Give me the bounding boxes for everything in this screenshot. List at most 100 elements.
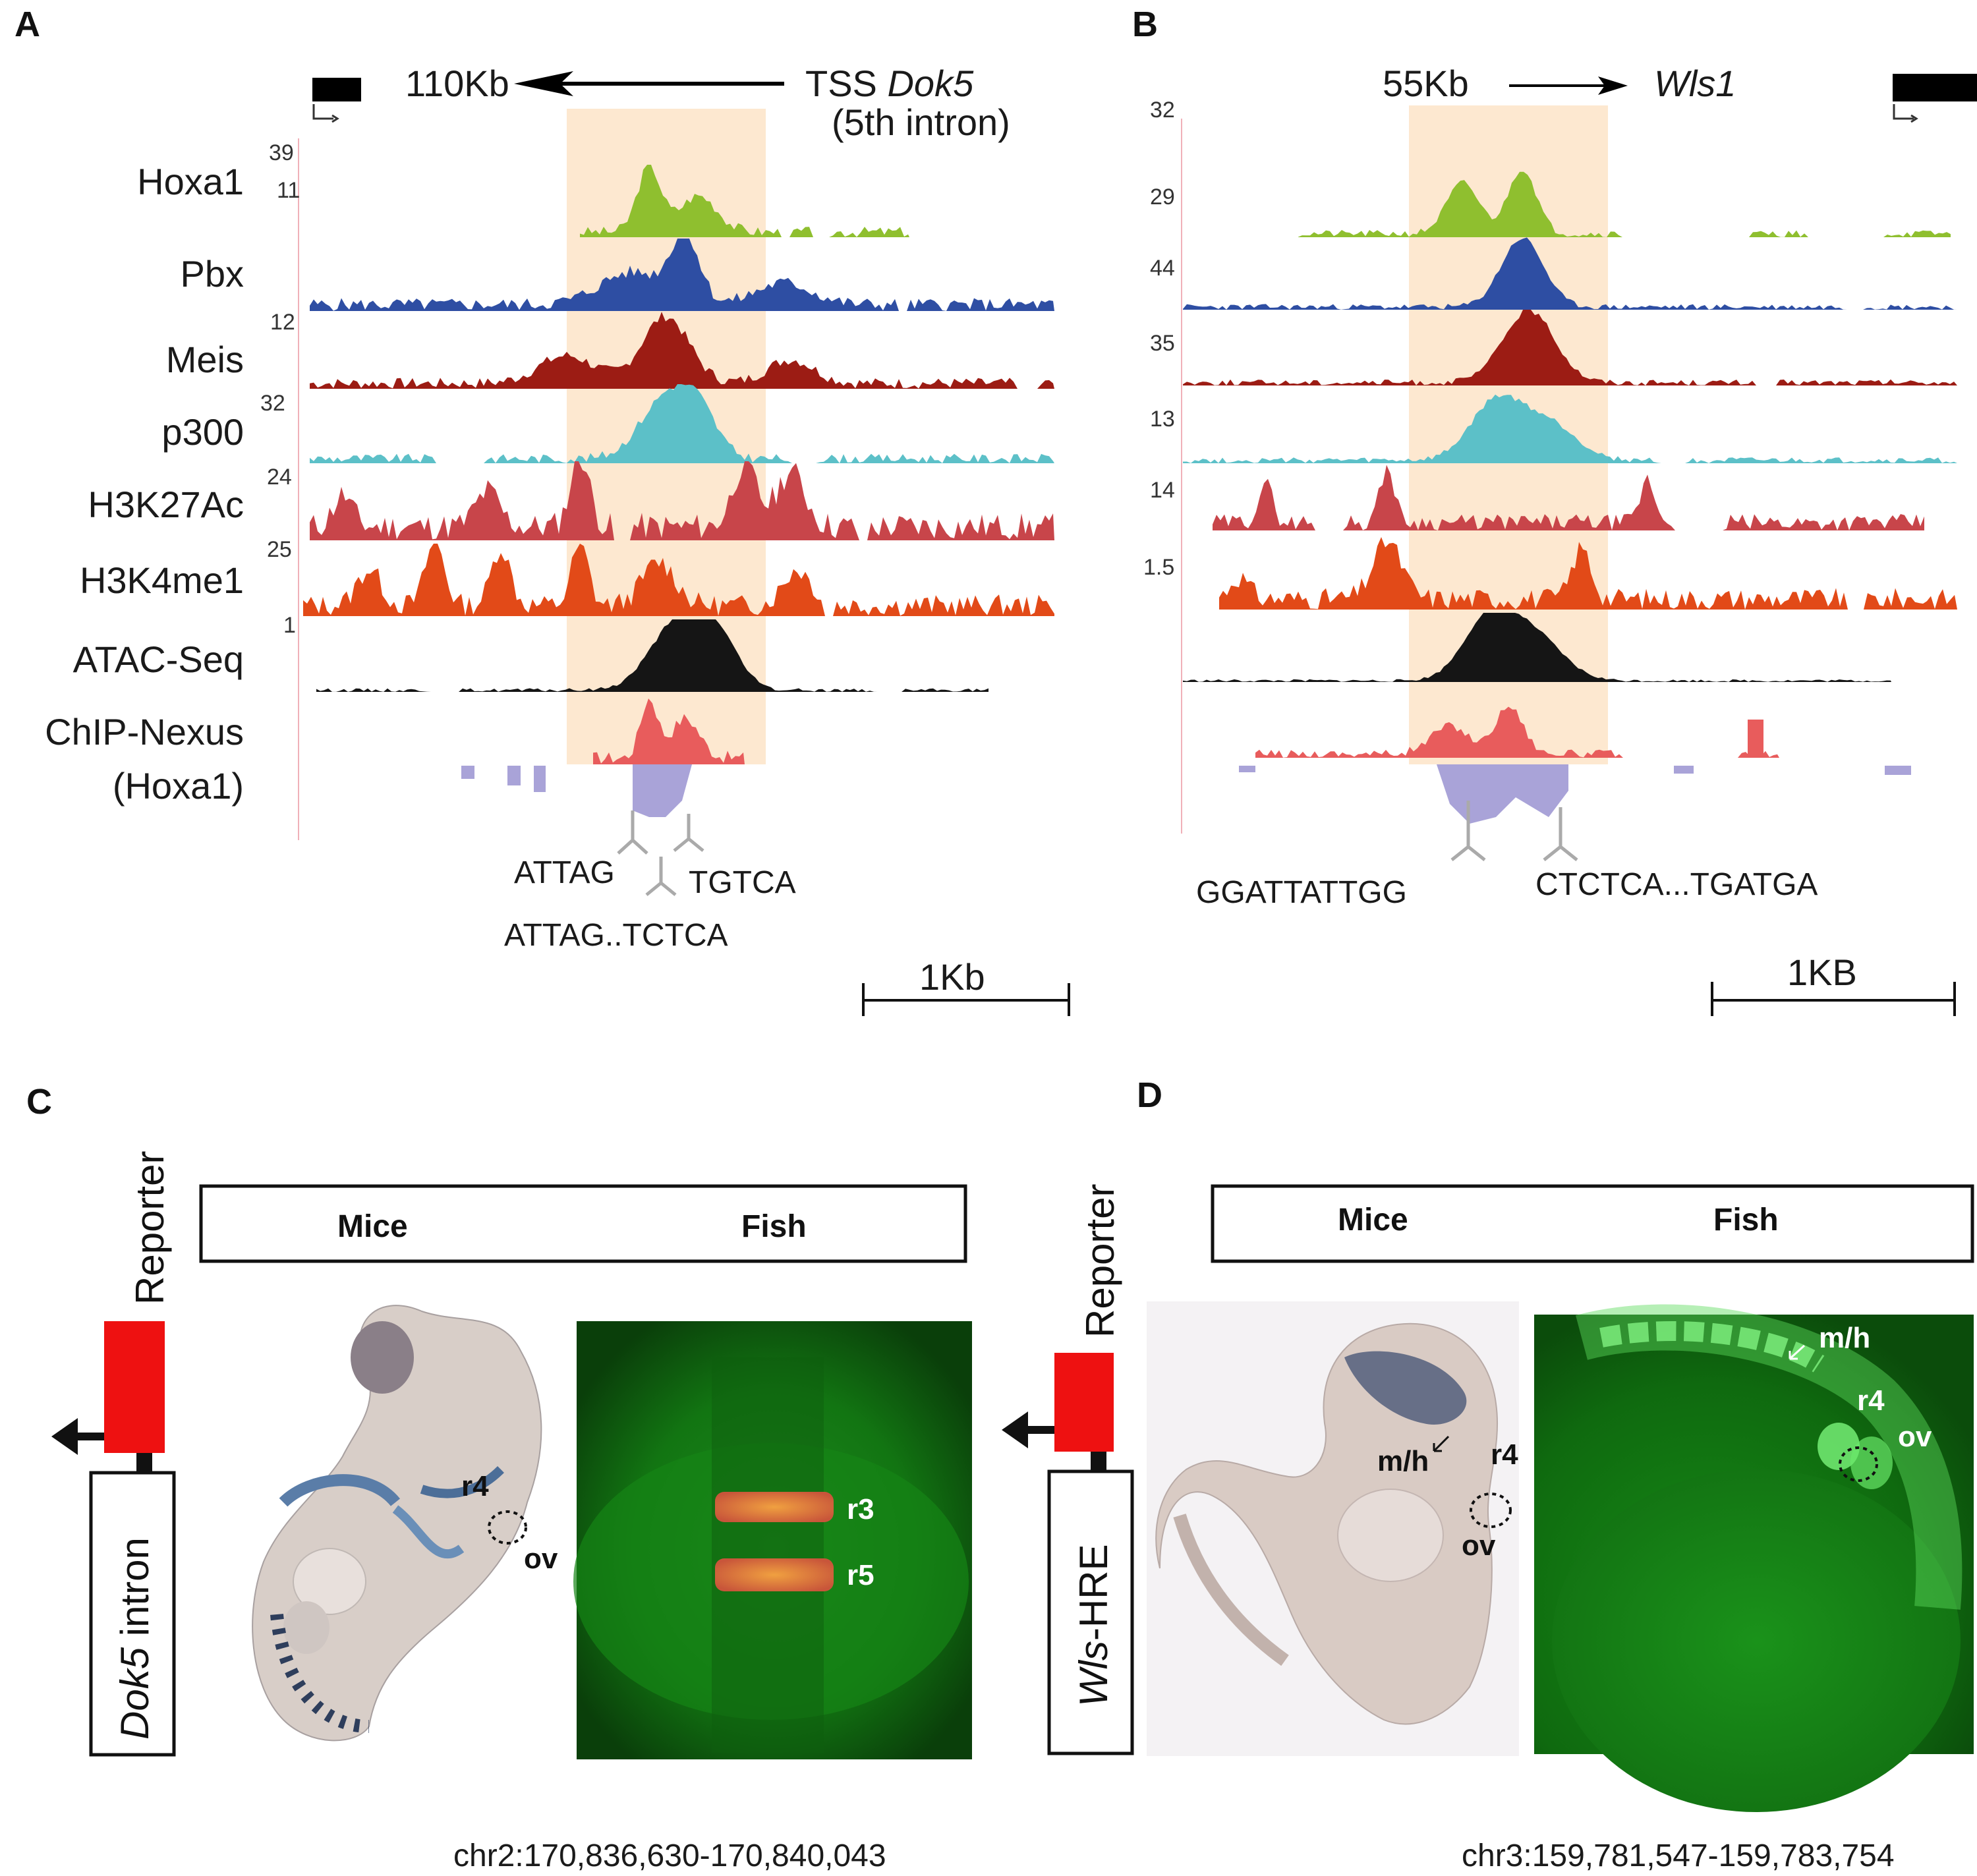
header-d-mice: Mice [1338,1203,1408,1237]
label-ov-mouse: ov [1462,1529,1496,1562]
construct-label-c: Dok5 intron [113,1537,157,1740]
track-label-pbx: Pbx [181,253,244,295]
panel-letter-d: D [1137,1075,1162,1115]
mouse-embryo-c: r4 ov [252,1305,558,1742]
ov-circle-c [488,1510,527,1545]
scale-b-1: 29 [1150,185,1175,210]
scale-p300: 32 [260,391,285,416]
label-mh-fish: m/h [1819,1322,1870,1354]
label-ov-fish: ov [1898,1421,1932,1453]
track-a-h3k27ac [310,461,1054,540]
panel-letter-a: A [14,5,40,44]
panel-a: A 110Kb TSS Dok5 (5th intron) Hoxa1 Pbx … [14,5,1070,1016]
track-a-hoxa1 [580,165,909,237]
ov-circle-fish [1839,1446,1878,1482]
scale-bar-a-label: 1Kb [919,956,985,998]
label-ov-c: ov [524,1543,558,1575]
tss-arrow-icon-b [1893,104,1914,120]
panel-b-gene: Wls1 [1654,63,1736,104]
scale-b-2: 44 [1150,256,1175,281]
tracks-b [1183,171,1957,824]
stripe-r3 [715,1492,834,1522]
motif-markers-a [617,810,704,896]
track-b-p300 [1183,394,1957,463]
motif-a-3: ATTAG..TCTCA [504,918,728,953]
track-b-nexus-negative [1239,764,1911,824]
tss-arrow-icon [312,104,333,120]
fish-image-c: r3 r5 [573,1321,972,1759]
track-b-atac [1183,613,1891,682]
scale-b-0: 32 [1150,98,1175,123]
track-b-h3k27ac [1213,465,1924,530]
track-label-h3k27ac: H3K27Ac [88,484,244,525]
scale-atac: 1 [283,613,296,638]
panel-a-tss: TSS Dok5 [805,63,974,104]
track-b-hoxa1 [1298,171,1951,237]
label-r4-fish: r4 [1857,1384,1885,1417]
panel-b: B 55Kb Wls1 32 29 44 35 13 14 1.5 GGATTA… [1132,5,1977,1016]
gene-block-icon-b [1893,74,1977,101]
construct-box-c [89,1471,176,1757]
panel-a-distance: 110Kb [405,63,509,104]
scale-bar-b-label: 1KB [1787,952,1857,993]
header-box-c [199,1184,967,1263]
track-b-nexus-spike [1748,720,1763,758]
panel-letter-b: B [1132,5,1158,44]
reporter-label-d: Reporter [1078,1184,1122,1338]
track-label-p300: p300 [161,411,244,453]
reporter-box-d [1054,1353,1114,1452]
motif-b-2: CTCTCA...TGATGA [1535,867,1818,902]
track-label-chip-nexus: ChIP-Nexus [45,711,244,753]
label-r5: r5 [847,1559,874,1591]
track-a-nexus-negative [461,764,692,817]
fish-image-d: m/h r4 ov [1534,1304,1974,1812]
arrow-icon-mh-mouse [1433,1435,1450,1452]
stripe-r5 [715,1558,834,1591]
track-a-p300 [310,384,1054,463]
ov-circle-d [1470,1492,1512,1528]
track-label-hoxa1: Hoxa1 [137,161,244,202]
track-label-nexus-sub: (Hoxa1) [113,765,244,807]
scale-b-3: 35 [1150,331,1175,356]
track-a-h3k4me1 [303,544,1054,616]
tracks-a [303,165,1054,817]
header-d-fish: Fish [1713,1203,1779,1237]
panel-letter-c: C [26,1082,52,1122]
gene-block-icon [312,78,361,101]
panel-b-distance: 55Kb [1383,63,1469,104]
panel-d: D Mice Fish Reporter Wls-HRE m/h r4 ov [1002,1075,1974,1873]
scale-h3k27ac: 24 [267,465,292,490]
track-b-nexus [1255,706,1779,758]
motif-b-1: GGATTATTGG [1196,875,1407,910]
scale-meis: 12 [270,310,295,335]
label-mh-mouse: m/h [1377,1445,1429,1477]
arrow-icon-mh-fish [1789,1344,1806,1360]
construct-box-d [1047,1469,1134,1755]
label-r4-c: r4 [461,1470,489,1502]
header-c-fish: Fish [741,1209,807,1244]
reporter-box-c [104,1321,165,1453]
scale-b-6: 1.5 [1143,555,1174,580]
motif-a-1: ATTAG [514,855,615,890]
header-box-d [1211,1184,1974,1263]
panel-c: C Mice Fish Reporter Dok5 intron r4 ov [26,1082,972,1873]
track-a-meis [310,312,1054,389]
mouse-embryo-d: m/h r4 ov [1147,1301,1519,1756]
arrow-right-icon [1598,76,1628,95]
track-a-nexus [593,698,745,764]
scale-hoxa1: 11 [277,178,300,203]
motif-a-2: TGTCA [689,865,796,900]
construct-label-d: Wls-HRE [1072,1544,1116,1707]
header-c-mice: Mice [337,1209,408,1244]
track-a-pbx [310,239,1054,311]
coordinates-d: chr3:159,781,547-159,783,754 [1462,1838,1895,1873]
scale-h3k4me1: 25 [267,537,292,562]
track-label-meis: Meis [166,339,244,380]
label-r4-mouse: r4 [1491,1438,1518,1471]
track-label-atac: ATAC-Seq [73,639,244,680]
panel-a-note: (5th intron) [832,101,1010,143]
motif-markers-b [1450,801,1578,861]
track-b-meis [1183,310,1957,385]
track-label-h3k4me1: H3K4me1 [80,559,244,601]
